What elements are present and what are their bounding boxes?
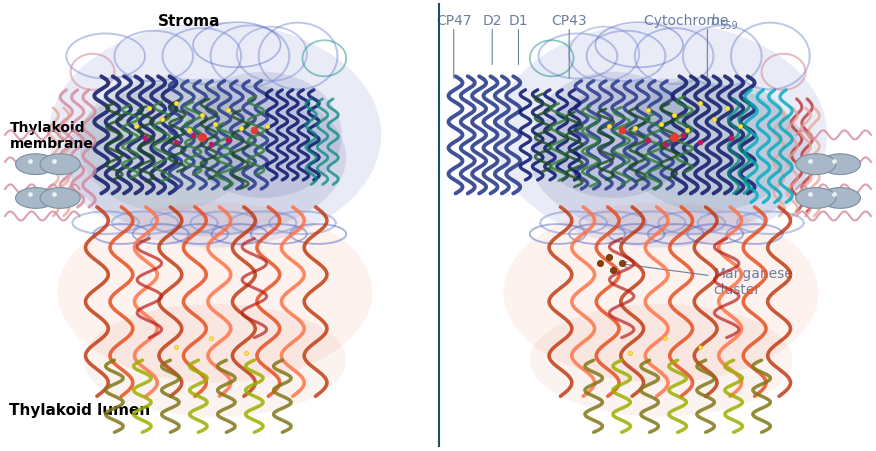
Text: Thylakoid lumen: Thylakoid lumen <box>10 402 151 417</box>
Ellipse shape <box>49 23 381 248</box>
Circle shape <box>40 154 81 175</box>
Circle shape <box>16 188 56 209</box>
Ellipse shape <box>80 77 254 212</box>
Circle shape <box>40 188 81 209</box>
Circle shape <box>16 154 56 175</box>
Text: Manganese
cluster: Manganese cluster <box>621 262 794 297</box>
Ellipse shape <box>504 203 818 383</box>
Ellipse shape <box>622 77 796 212</box>
Ellipse shape <box>495 23 827 248</box>
Circle shape <box>820 188 860 209</box>
Ellipse shape <box>530 304 792 417</box>
Text: 559: 559 <box>719 21 738 31</box>
Circle shape <box>820 154 860 175</box>
Circle shape <box>795 154 836 175</box>
Ellipse shape <box>84 304 346 417</box>
Text: D1: D1 <box>509 14 528 28</box>
Text: b: b <box>711 14 719 28</box>
Text: CP47: CP47 <box>436 14 471 28</box>
Ellipse shape <box>67 79 346 237</box>
Ellipse shape <box>530 79 809 237</box>
Text: Stroma: Stroma <box>158 14 220 29</box>
Text: CP43: CP43 <box>551 14 587 28</box>
Circle shape <box>795 188 836 209</box>
Text: Thylakoid
membrane: Thylakoid membrane <box>10 120 94 151</box>
Ellipse shape <box>534 73 692 198</box>
Ellipse shape <box>184 73 342 198</box>
Text: Cytochrome: Cytochrome <box>644 14 732 28</box>
Text: D2: D2 <box>483 14 502 28</box>
Ellipse shape <box>58 203 372 383</box>
